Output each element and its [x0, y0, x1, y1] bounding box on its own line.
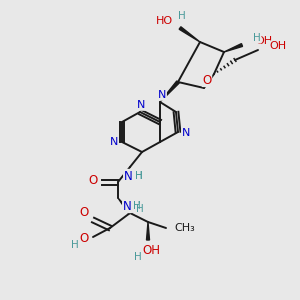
Text: N: N	[110, 137, 118, 147]
Text: H: H	[178, 11, 186, 21]
Text: H: H	[135, 171, 143, 181]
Text: N: N	[123, 200, 131, 212]
Text: N: N	[137, 100, 145, 110]
Text: N: N	[124, 169, 132, 182]
Text: OH: OH	[255, 36, 272, 46]
Text: OH: OH	[142, 244, 160, 256]
Text: N: N	[123, 200, 131, 212]
Text: N: N	[158, 90, 166, 100]
Text: N: N	[137, 100, 145, 110]
Polygon shape	[224, 44, 242, 52]
Text: N: N	[158, 90, 166, 100]
Text: N: N	[124, 169, 132, 182]
Text: CH₃: CH₃	[174, 223, 195, 233]
Text: O: O	[202, 74, 211, 86]
Text: H: H	[133, 201, 141, 211]
Text: N: N	[182, 128, 190, 138]
Text: HO: HO	[155, 16, 172, 26]
Text: H: H	[71, 240, 79, 250]
Text: H: H	[136, 204, 144, 214]
Polygon shape	[179, 27, 200, 42]
Text: O: O	[88, 175, 98, 188]
Polygon shape	[118, 198, 131, 214]
Text: H: H	[133, 201, 141, 211]
Text: OH: OH	[269, 41, 286, 51]
Text: N: N	[182, 128, 190, 138]
Text: O: O	[80, 206, 88, 220]
Polygon shape	[160, 81, 179, 102]
Text: O: O	[80, 232, 88, 245]
Polygon shape	[146, 222, 149, 240]
Text: N: N	[110, 137, 118, 147]
Text: H: H	[135, 171, 143, 181]
Text: H: H	[253, 33, 261, 43]
Text: H: H	[134, 252, 142, 262]
